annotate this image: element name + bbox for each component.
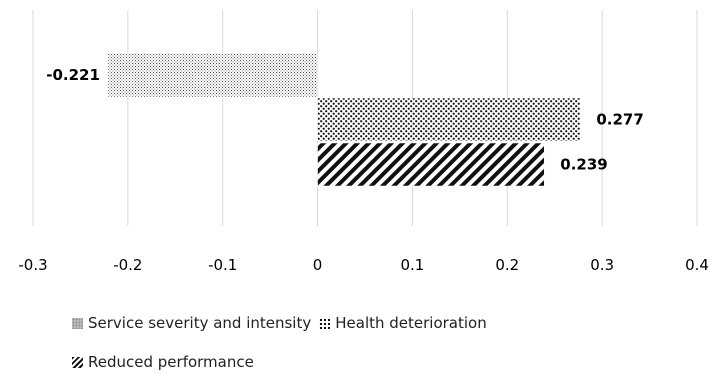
legend-item-performance: Reduced performance (72, 353, 254, 371)
data-labels: -0.221 0.277 0.239 (46, 66, 644, 174)
legend-item-health: Health deterioration (319, 314, 487, 332)
x-tick-label: 0 (313, 256, 323, 274)
legend-label-health: Health deterioration (335, 314, 487, 332)
bar (317, 142, 545, 187)
x-tick-label: -0.2 (113, 256, 142, 274)
data-label: -0.221 (46, 66, 100, 84)
x-tick-label: 0.4 (685, 256, 709, 274)
data-label: 0.239 (560, 156, 607, 174)
legend-row-1: Service severity and intensity Health de… (72, 314, 495, 332)
x-tick-label: -0.3 (18, 256, 47, 274)
legend-label-performance: Reduced performance (88, 353, 254, 371)
x-tick-labels: -0.3 -0.2 -0.1 0 0.1 0.2 0.3 0.4 (18, 256, 709, 274)
x-tick-label: 0.2 (495, 256, 519, 274)
legend-item-service: Service severity and intensity (72, 314, 311, 332)
legend-swatch-hatch (72, 356, 83, 368)
x-tick-label: 0.1 (400, 256, 424, 274)
data-label: 0.277 (596, 111, 643, 129)
x-tick-label: -0.1 (208, 256, 237, 274)
legend-label-service: Service severity and intensity (88, 314, 312, 332)
legend-swatch-coarse-dots (319, 317, 331, 329)
bars (107, 52, 581, 187)
bar (317, 97, 581, 142)
legend-swatch-fine-dots (72, 317, 83, 329)
legend-row-2: Reduced performance (72, 353, 262, 371)
bar (107, 52, 318, 98)
x-tick-label: 0.3 (590, 256, 614, 274)
